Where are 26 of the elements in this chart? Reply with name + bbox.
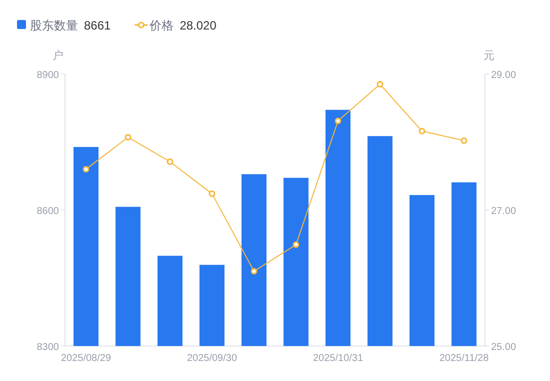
y-axis-title: 户 [52,49,64,62]
y2-tick-label: 29.00 [491,70,516,81]
y2-tick-label: 25.00 [491,342,516,353]
text: 28.020 [180,18,217,32]
x-tick-label: 2025/10/31 [312,353,364,364]
y-tick-label: 8600 [36,206,60,217]
y2-axis-title: 元 [484,50,494,62]
point [292,241,300,248]
y-tick-label: 8900 [36,70,60,81]
point [460,137,468,144]
y2-tick-label: 27.00 [491,206,516,217]
point [124,134,132,140]
point [418,128,426,134]
point [208,190,216,197]
x-tick-label: 2025/08/29 [60,353,112,364]
x-tick-label: 2025/11/28 [439,353,490,364]
x-tick-label: 2025/09/30 [186,353,238,364]
point [166,158,174,165]
legend-label: 股东数量 [30,18,78,32]
legend-label: 价格 [148,18,174,32]
point [82,166,90,172]
point [334,118,342,124]
text: 8661 [84,18,112,32]
point [376,80,384,88]
y-tick-label: 8300 [36,342,60,353]
point [250,268,258,274]
